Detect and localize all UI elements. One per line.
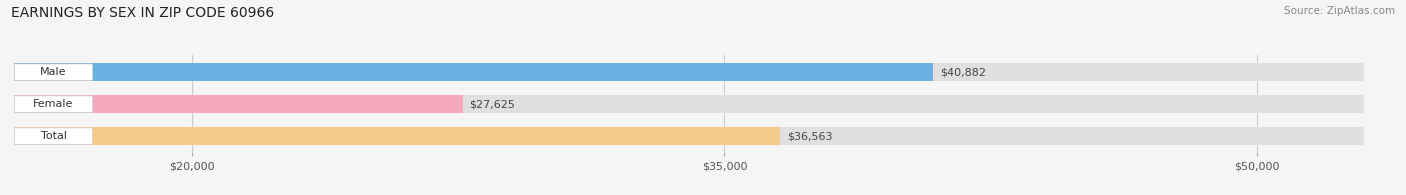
Text: $27,625: $27,625 <box>470 99 516 109</box>
Text: Male: Male <box>41 67 67 77</box>
Bar <box>14 63 1364 81</box>
Bar <box>14 63 934 81</box>
Text: $40,882: $40,882 <box>941 67 987 77</box>
Text: EARNINGS BY SEX IN ZIP CODE 60966: EARNINGS BY SEX IN ZIP CODE 60966 <box>11 6 274 20</box>
Bar <box>14 127 780 145</box>
FancyBboxPatch shape <box>14 128 93 144</box>
Bar <box>14 95 1364 113</box>
FancyBboxPatch shape <box>14 96 93 112</box>
Text: Female: Female <box>34 99 73 109</box>
Text: $36,563: $36,563 <box>787 131 832 141</box>
Bar <box>14 95 463 113</box>
Bar <box>14 127 1364 145</box>
Text: Source: ZipAtlas.com: Source: ZipAtlas.com <box>1284 6 1395 16</box>
FancyBboxPatch shape <box>14 64 93 80</box>
Text: Total: Total <box>41 131 66 141</box>
